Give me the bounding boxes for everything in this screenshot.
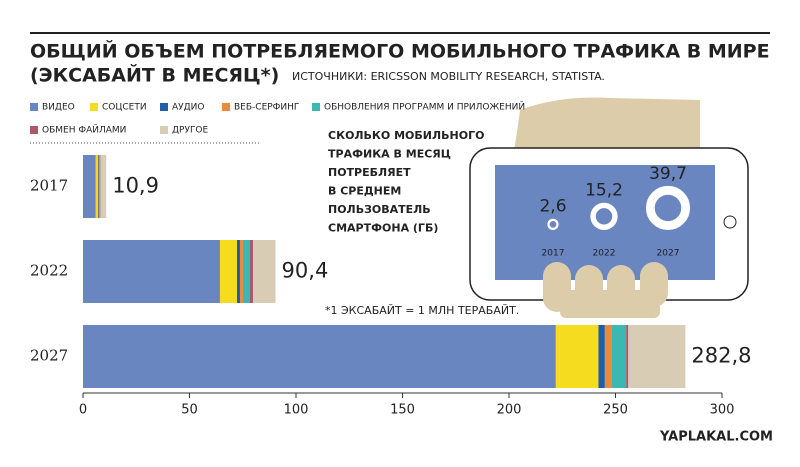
inset-title: ТРАФИКА В МЕСЯЦ: [328, 148, 451, 161]
bar-segment: [604, 325, 612, 388]
category-label: 2017: [30, 177, 68, 195]
legend-label: ОБМЕН ФАЙЛАМИ: [42, 124, 126, 136]
chart-title: ОБЩИЙ ОБЪЕМ ПОТРЕБЛЯЕМОГО МОБИЛЬНОГО ТРА…: [30, 40, 770, 63]
legend-swatch: [90, 103, 98, 111]
usage-value: 2,6: [539, 197, 566, 217]
category-label: 2027: [30, 347, 68, 365]
usage-year: 2027: [657, 249, 680, 259]
usage-value: 15,2: [585, 181, 623, 201]
bar-segment: [242, 240, 250, 303]
bar-segment: [83, 155, 96, 218]
x-tick-label: 0: [79, 403, 87, 418]
bar-segment: [252, 240, 276, 303]
usage-year: 2017: [542, 249, 565, 259]
x-tick-label: 150: [390, 403, 415, 418]
legend-label: СОЦСЕТИ: [102, 103, 147, 113]
value-label: 90,4: [282, 259, 329, 283]
bar-segment: [628, 325, 686, 388]
bar-segment: [239, 240, 243, 303]
legend-swatch: [160, 103, 168, 111]
bar-segment: [98, 155, 100, 218]
x-tick-label: 250: [603, 403, 628, 418]
legend-swatch: [222, 103, 230, 111]
legend-label: ВЕБ-СЕРФИНГ: [234, 103, 299, 113]
bar-segment: [219, 240, 237, 303]
usage-year: 2022: [593, 249, 616, 259]
value-label: 282,8: [691, 344, 751, 368]
inset-title: СМАРТФОНА (ГБ): [328, 222, 438, 235]
chart-title: (ЭКСАБАЙТ В МЕСЯЦ*): [30, 64, 279, 87]
legend-swatch: [30, 126, 38, 134]
bar-segment: [598, 325, 605, 388]
usage-ring: [590, 202, 618, 230]
inset-title: ПОЛЬЗОВАТЕЛЬ: [328, 203, 431, 216]
watermark: YAPLAKAL.COM: [659, 430, 773, 445]
phone-button: [723, 215, 737, 229]
x-tick-label: 100: [284, 403, 309, 418]
legend-swatch: [160, 126, 168, 134]
bar-segment: [100, 155, 107, 218]
legend-label: ОБНОВЛЕНИЯ ПРОГРАММ И ПРИЛОЖЕНИЙ: [324, 101, 525, 113]
bar-segment: [611, 325, 627, 388]
fingers: [543, 262, 668, 318]
usage-ring: [645, 185, 691, 230]
x-tick-label: 300: [710, 403, 735, 418]
bar-segment: [99, 155, 101, 218]
bar-segment: [249, 240, 253, 303]
bar-segment: [626, 325, 629, 388]
legend-swatch: [312, 103, 320, 111]
legend-label: ДРУГОЕ: [172, 126, 209, 136]
bar-segment: [83, 325, 556, 388]
legend-label: ВИДЕО: [42, 103, 75, 113]
inset-title: В СРЕДНЕМ: [328, 185, 401, 198]
inset-title: СКОЛЬКО МОБИЛЬНОГО: [328, 129, 484, 142]
x-tick-label: 200: [497, 403, 522, 418]
usage-value: 39,7: [649, 164, 687, 184]
x-tick-label: 50: [181, 403, 198, 418]
footnote: *1 ЭКСАБАЙТ = 1 МЛН ТЕРАБАЙТ.: [325, 304, 519, 317]
bar-segment: [236, 240, 240, 303]
bar-segment: [97, 155, 99, 218]
inset-title: ПОТРЕБЛЯЕТ: [328, 166, 411, 179]
bar-segment: [95, 155, 98, 218]
bar-segment: [83, 240, 220, 303]
legend-swatch: [30, 103, 38, 111]
value-label: 10,9: [112, 174, 159, 198]
usage-ring: [547, 218, 559, 230]
category-label: 2022: [30, 262, 68, 280]
legend-label: АУДИО: [172, 103, 205, 113]
bar-segment: [555, 325, 599, 388]
source: ИСТОЧНИКИ: ERICSSON MOBILITY RESEARCH, S…: [292, 70, 605, 83]
